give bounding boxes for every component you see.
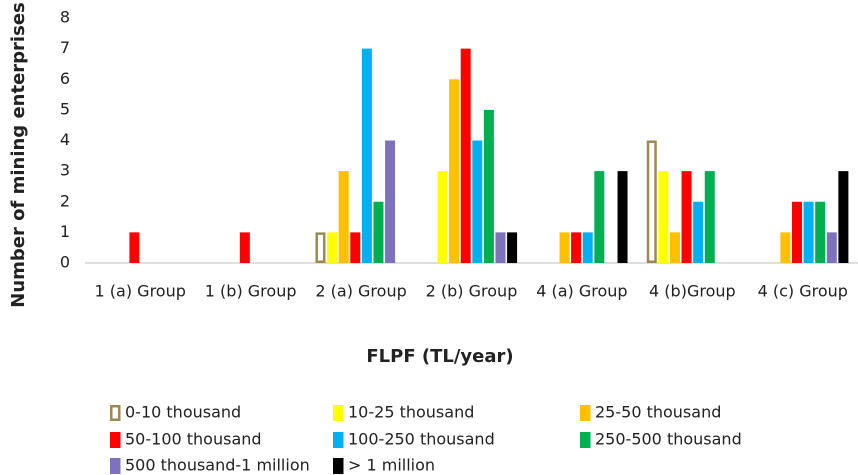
legend-label: 500 thousand-1 million [125, 456, 310, 475]
legend-label: 25-50 thousand [595, 403, 721, 422]
y-tick-label: 2 [60, 191, 70, 210]
x-tick-label: 4 (b)Group [649, 282, 736, 301]
bar [582, 232, 593, 263]
bar [449, 79, 460, 263]
bar [437, 171, 448, 263]
bar [669, 232, 680, 263]
y-tick-label: 6 [60, 69, 70, 88]
legend-swatch [580, 405, 591, 421]
x-tick-label: 4 (c) Group [758, 282, 848, 301]
bar [646, 140, 657, 263]
legend-swatch [333, 458, 344, 474]
legend-swatch [110, 432, 121, 448]
bar [239, 232, 250, 263]
legend-swatch [580, 432, 591, 448]
legend-swatch [333, 432, 344, 448]
bar [658, 171, 669, 263]
bar [472, 140, 483, 263]
legend-label: > 1 million [348, 456, 435, 475]
bar [315, 232, 326, 263]
legend-swatch [333, 405, 344, 421]
bar [460, 48, 471, 263]
bar [815, 201, 826, 263]
bar [617, 171, 628, 263]
bar [338, 171, 349, 263]
x-tick-label: 2 (b) Group [426, 282, 518, 301]
bar [693, 201, 704, 263]
bar [129, 232, 140, 263]
bar [350, 232, 361, 263]
bar [385, 140, 396, 263]
bar [373, 201, 384, 263]
y-tick-label: 3 [60, 161, 70, 180]
y-tick-label: 7 [60, 38, 70, 57]
y-tick-label: 5 [60, 99, 70, 118]
legend-label: 50-100 thousand [125, 430, 262, 449]
y-tick-label: 4 [60, 130, 70, 149]
bar [327, 232, 338, 263]
bar [780, 232, 791, 263]
y-tick-label: 1 [60, 222, 70, 241]
y-tick-label: 0 [60, 253, 70, 272]
bar [594, 171, 605, 263]
y-tick-label: 8 [60, 8, 70, 27]
x-tick-label: 1 (a) Group [95, 282, 186, 301]
y-axis-title: Number of mining enterprises [8, 2, 29, 308]
bar [495, 232, 506, 263]
bar [483, 109, 494, 263]
legend-swatch [110, 458, 121, 474]
x-tick-label: 1 (b) Group [205, 282, 297, 301]
bar [507, 232, 518, 263]
bar [704, 171, 715, 263]
legend-label: 100-250 thousand [348, 430, 495, 449]
x-axis-title: FLPF (TL/year) [366, 346, 513, 367]
bar [571, 232, 582, 263]
legend-swatch [110, 405, 121, 421]
x-tick-label: 4 (a) Group [536, 282, 627, 301]
bar [361, 48, 372, 263]
bar [681, 171, 692, 263]
x-tick-label: 2 (a) Group [315, 282, 406, 301]
bar [559, 232, 570, 263]
bar [838, 171, 849, 263]
legend-label: 10-25 thousand [348, 403, 474, 422]
legend-label: 250-500 thousand [595, 430, 742, 449]
bar [826, 232, 837, 263]
legend-label: 0-10 thousand [125, 403, 241, 422]
bar [803, 201, 814, 263]
bar [791, 201, 802, 263]
